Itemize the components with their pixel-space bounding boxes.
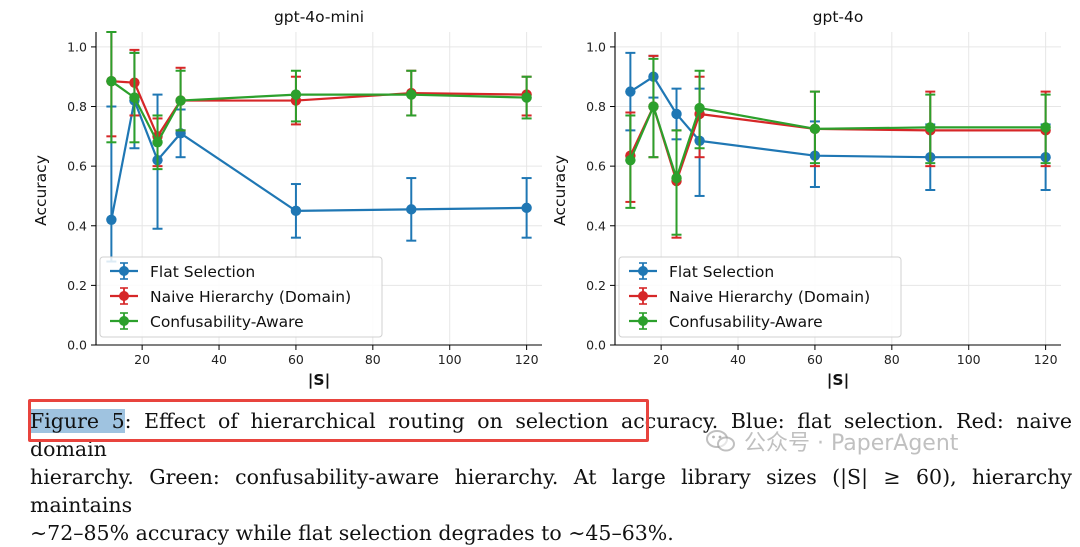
legend-frame	[618, 256, 902, 338]
series-line	[629, 103, 1046, 182]
legend-label: Confusability-Aware	[669, 313, 823, 331]
caption-line-2: hierarchy. Green: confusability-aware hi…	[30, 465, 1072, 517]
x-tick-label: 120	[515, 352, 539, 367]
legend-label: Naive Hierarchy (Domain)	[669, 288, 870, 306]
data-point	[175, 95, 186, 106]
caption-text-1: : Effect of hierarchical routing on sele…	[30, 409, 1072, 461]
figure-charts: 20 40 60 80 100 120 0.0 0.2 0.4 0.6 0.8 1.0 gpt-4o-m…	[32, 8, 1061, 390]
series-flat-selection	[625, 51, 1051, 197]
x-tick-label: 100	[957, 352, 981, 367]
series-naive-hierarchy-domain	[625, 54, 1051, 239]
data-point	[521, 92, 532, 103]
data-point	[925, 122, 936, 133]
legend-marker	[638, 291, 648, 301]
data-point	[625, 86, 636, 97]
y-tick-label: 1.0	[586, 39, 606, 54]
y-tick-label: 0.2	[586, 278, 606, 293]
figure-caption: Figure 5: Effect of hierarchical routing…	[30, 407, 1072, 547]
legend-label: Flat Selection	[669, 263, 774, 281]
y-tick-label: 0.8	[67, 99, 87, 114]
x-tick-label: 100	[438, 352, 462, 367]
legend-marker	[119, 291, 129, 301]
data-point	[406, 89, 417, 100]
legend-label: Naive Hierarchy (Domain)	[150, 288, 351, 306]
plot-area	[106, 31, 532, 263]
y-tick-label: 1.0	[67, 39, 87, 54]
data-point	[152, 137, 163, 148]
x-tick-label: 60	[807, 352, 823, 367]
legend-item-naive-hierarchy-domain: Naive Hierarchy (Domain)	[629, 287, 870, 306]
x-axis-label: |S|	[827, 371, 850, 390]
legend-marker	[638, 266, 648, 276]
data-point	[521, 202, 532, 214]
x-tick-label: 20	[134, 352, 150, 367]
y-tick-label: 0.2	[67, 278, 87, 293]
caption-line-1: Figure 5: Effect of hierarchical routing…	[30, 407, 1072, 463]
x-tick-label: 60	[288, 352, 304, 367]
data-point	[1040, 122, 1051, 133]
x-tick-label: 40	[211, 352, 227, 367]
y-tick-label: 0.6	[586, 159, 606, 174]
y-axis-label: Accuracy	[551, 155, 569, 226]
series-line	[629, 103, 1046, 185]
chart-title: gpt-4o	[813, 8, 864, 26]
legend-item-flat-selection: Flat Selection	[629, 262, 774, 281]
series-line	[629, 75, 1046, 159]
legend-marker	[119, 266, 129, 276]
series-confusability-aware	[625, 57, 1051, 236]
x-axis-label: |S|	[308, 371, 331, 390]
legend: Flat Selection Naive Hierarchy (Domain) Co…	[99, 256, 383, 338]
chart-panel-gpt-4o-mini: 20 40 60 80 100 120 0.0 0.2 0.4 0.6 0.8 1.0 gpt-4o-m…	[32, 8, 542, 390]
legend-frame	[99, 256, 383, 338]
data-point	[290, 89, 302, 100]
legend-item-flat-selection: Flat Selection	[110, 262, 255, 281]
caption-line-3: ∼72–85% accuracy while flat selection de…	[30, 521, 674, 545]
series-line	[110, 96, 527, 221]
series-confusability-aware	[106, 31, 532, 171]
plot-area	[625, 51, 1051, 239]
y-tick-label: 0.4	[67, 218, 87, 233]
data-point	[671, 108, 682, 120]
y-tick-label: 0.8	[586, 99, 606, 114]
data-point	[106, 75, 117, 87]
x-tick-label: 80	[884, 352, 900, 367]
data-point	[625, 154, 636, 166]
legend-item-confusability-aware: Confusability-Aware	[110, 312, 304, 331]
x-tick-label: 120	[1034, 352, 1058, 367]
y-tick-label: 0.0	[67, 338, 87, 353]
data-point	[290, 205, 302, 217]
legend-item-confusability-aware: Confusability-Aware	[629, 312, 823, 331]
data-point	[694, 102, 705, 114]
figure-label: Figure 5	[30, 409, 125, 433]
data-point	[648, 101, 659, 112]
chart-title: gpt-4o-mini	[274, 8, 364, 26]
data-point	[106, 214, 117, 225]
legend: Flat Selection Naive Hierarchy (Domain) Co…	[618, 256, 902, 338]
y-tick-label: 0.6	[67, 159, 87, 174]
chart-panel-gpt-4o: 20 40 60 80 100 120 0.0 0.2 0.4 0.6 0.8 1.0 gpt-4o |S…	[551, 8, 1061, 390]
series-flat-selection	[106, 51, 532, 263]
legend-label: Flat Selection	[150, 263, 255, 281]
y-tick-label: 0.4	[586, 218, 606, 233]
x-tick-label: 40	[730, 352, 746, 367]
legend-marker	[119, 316, 129, 326]
data-point	[671, 172, 682, 184]
series-line	[111, 80, 527, 139]
data-point	[406, 204, 417, 215]
x-tick-label: 80	[365, 352, 381, 367]
legend-item-naive-hierarchy-domain: Naive Hierarchy (Domain)	[110, 287, 351, 306]
legend-marker	[638, 316, 648, 326]
data-point	[809, 123, 821, 135]
y-tick-label: 0.0	[586, 338, 606, 353]
legend-label: Confusability-Aware	[150, 313, 304, 331]
x-tick-label: 20	[653, 352, 669, 367]
series-line	[110, 80, 527, 145]
data-point	[129, 92, 140, 103]
y-axis-label: Accuracy	[32, 155, 50, 226]
